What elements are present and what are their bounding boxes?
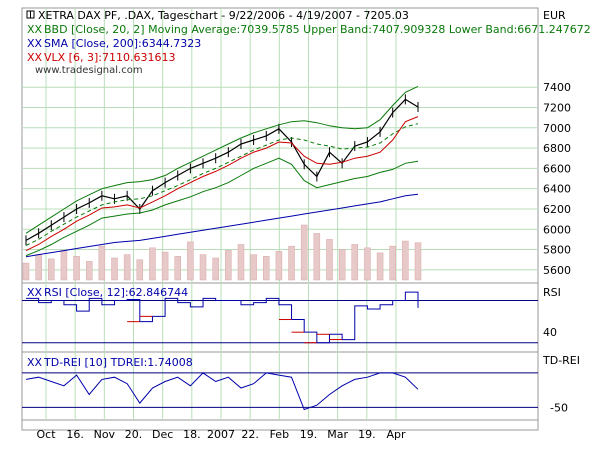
vertical-gridlines — [45, 8, 397, 420]
rsi-legend: RSI [Close, 12]:62.846744 — [44, 286, 188, 299]
series-line-upper-band — [25, 85, 419, 234]
series-line-sma — [25, 193, 419, 258]
volume-bar — [326, 239, 333, 281]
y-tick-label: 6600 — [543, 162, 571, 175]
tdrei-legend: TD-REI [10] TDREI:1.74008 — [43, 356, 193, 369]
volume-bar — [275, 250, 283, 281]
x-axis-tick-labels: Oct 16. Nov 20. Dec 18. 2007 22. Feb 19. Mar 19. Apr — [36, 428, 406, 441]
volume-bar — [364, 247, 371, 281]
legend-sma: SMA [Close, 200]:6344.7323 — [44, 37, 201, 50]
y-tick-label: 6800 — [543, 142, 571, 155]
rsi-series — [22, 291, 538, 344]
tdrei-panel-label: TD-REI — [542, 354, 580, 367]
x-tick-label: Nov — [94, 428, 116, 441]
legend-bbd: BBD [Close, 20, 2] Moving Average:7039.5… — [44, 23, 591, 36]
volume-bar — [22, 262, 30, 281]
series-line-dax-close — [25, 98, 419, 241]
x-tick-label: Apr — [386, 428, 406, 441]
legend-marker-bbd: XX — [27, 23, 43, 36]
tdrei-legend-block: XX TD-REI [10] TDREI:1.74008 TD-REI — [27, 354, 580, 369]
volume-bar — [73, 256, 80, 281]
y-tick-label: 5600 — [543, 264, 571, 277]
y-tick-label: 7000 — [543, 122, 571, 135]
volume-bar — [199, 254, 207, 281]
y-tick-label: 6400 — [543, 183, 571, 196]
volume-bar — [313, 233, 321, 281]
x-tick-label: 2007 — [207, 428, 235, 441]
series-line-moving-average — [25, 123, 419, 246]
volume-bar — [111, 257, 118, 281]
volume-bar — [212, 257, 219, 281]
rsi-legend-marker: XX — [27, 286, 43, 299]
chart-title: XETRA DAX PF, .DAX, Tageschart - 9/22/20… — [38, 9, 409, 22]
volume-bar — [161, 251, 169, 281]
tdrei-line — [25, 372, 419, 411]
series-line-lower-band — [25, 157, 419, 257]
x-tick-label: Oct — [36, 428, 56, 441]
volume-bar — [48, 258, 55, 281]
rsi-y-tick-label: 40 — [543, 326, 557, 339]
legend-marker-sma: XX — [27, 37, 43, 50]
volume-bar — [263, 256, 270, 281]
volume-bar — [60, 250, 68, 281]
volume-bar — [136, 259, 144, 281]
price-series — [25, 85, 419, 258]
y-tick-label: 6200 — [543, 203, 571, 216]
x-tick-label: Mar — [327, 428, 348, 441]
volume-bar — [35, 254, 42, 281]
x-tick-label: 19. — [358, 428, 376, 441]
volume-bar — [414, 242, 422, 281]
series-line-vlx — [25, 116, 419, 252]
y-axis-tick-labels: 7400 7200 7000 6800 6600 6400 6200 6000 5800 5600… — [543, 81, 571, 414]
tdrei-y-tick-label: -50 — [550, 401, 568, 414]
legend-marker-vlx: XX — [27, 51, 43, 64]
horizontal-gridlines — [22, 86, 538, 271]
volume-bar — [402, 240, 409, 281]
volume-bar — [237, 244, 245, 281]
x-tick-label: 22. — [241, 428, 259, 441]
rsi-line — [26, 291, 419, 344]
tdrei-legend-marker: XX — [27, 356, 43, 369]
volume-bar — [250, 254, 257, 281]
chart-frame — [21, 7, 539, 431]
x-tick-label: 16. — [66, 428, 84, 441]
volume-bar — [174, 256, 181, 281]
volume-bar — [300, 224, 308, 281]
volume-bars — [22, 224, 422, 281]
x-tick-label: 20. — [125, 428, 143, 441]
volume-bar — [225, 250, 232, 281]
currency-label: EUR — [543, 9, 566, 22]
volume-bar — [85, 261, 93, 281]
volume-bar — [351, 244, 359, 281]
volume-bar — [288, 245, 295, 281]
x-tick-label: Dec — [152, 428, 173, 441]
y-tick-label: 6000 — [543, 223, 571, 236]
legend-vlx: VLX [6, 3]:7110.631613 — [44, 51, 175, 64]
y-tick-label: 5800 — [543, 244, 571, 257]
rsi-panel-label: RSI — [543, 286, 561, 299]
title-block: XETRA DAX PF, .DAX, Tageschart - 9/22/20… — [26, 9, 591, 76]
x-tick-label: Feb — [270, 428, 289, 441]
volume-bar — [338, 249, 346, 281]
volume-bar — [376, 252, 384, 281]
y-tick-label: 7200 — [543, 102, 571, 115]
volume-bar — [123, 254, 131, 281]
x-tick-label: 19. — [300, 428, 318, 441]
watermark: www.tradesignal.com — [35, 65, 143, 76]
rsi-legend-block: XX RSI [Close, 12]:62.846744 RSI — [27, 286, 561, 299]
y-tick-label: 7400 — [543, 81, 571, 94]
tdrei-series — [22, 372, 538, 411]
volume-bar — [98, 245, 106, 281]
x-tick-label: 18. — [183, 428, 201, 441]
volume-bar — [149, 247, 156, 281]
volume-bar — [187, 241, 194, 281]
volume-bar — [389, 245, 396, 281]
